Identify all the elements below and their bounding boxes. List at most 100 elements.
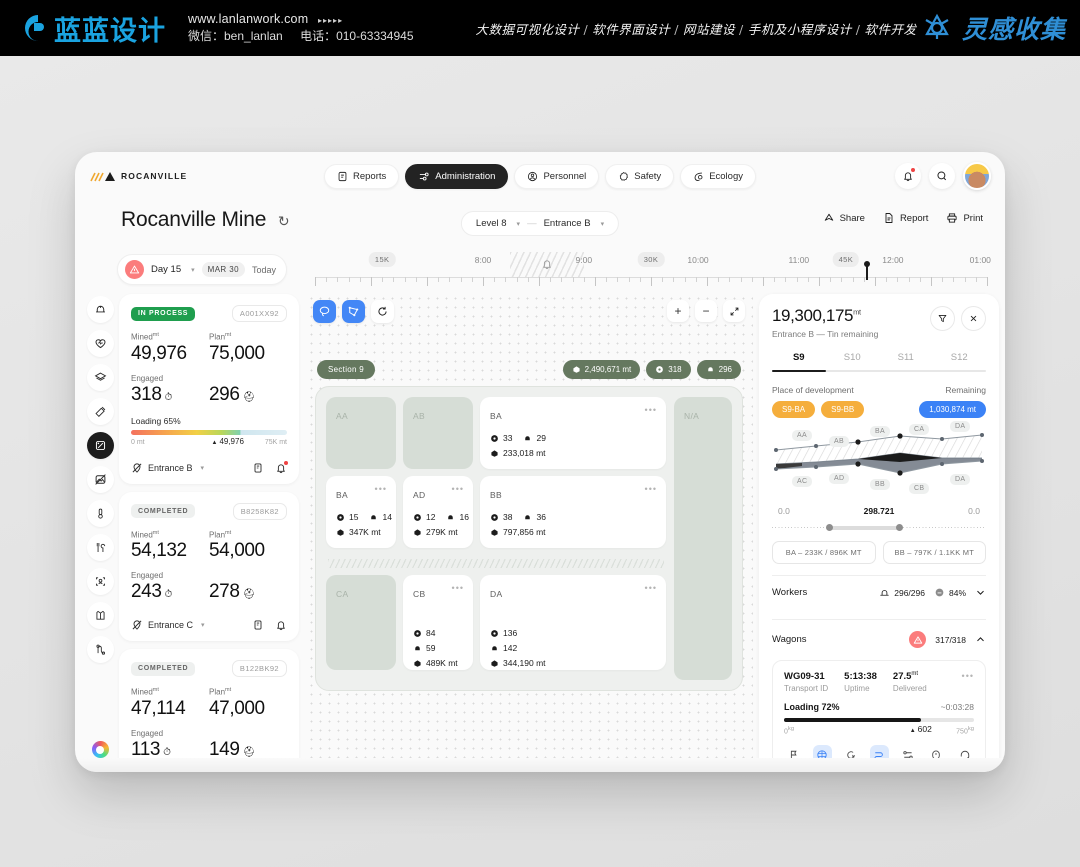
rail-item-terrain[interactable] (86, 466, 114, 493)
grid-cell-empty-2[interactable]: AB (403, 397, 473, 469)
filter-button[interactable] (930, 306, 955, 331)
dev-chip-s9-bb[interactable]: S9-BB (821, 401, 865, 418)
mine-card[interactable]: IN PROCESS A001XX92 Minedmt 49,976 Planm… (119, 294, 299, 484)
rail-item-thermometer[interactable] (86, 500, 114, 527)
day-selector[interactable]: Day 15 ▾ MAR 30 Today (117, 254, 287, 285)
entrance-selector[interactable]: Entrance B ▾ (131, 462, 204, 474)
ruler-tick (695, 277, 697, 282)
wagon-loading-row: Loading 72% ~0:03:28 (784, 702, 974, 712)
range-slider[interactable] (772, 523, 986, 532)
grid-globe-icon[interactable] (812, 745, 832, 765)
grid-cell-data-3[interactable]: AD ••• 12 16 279K mt (403, 476, 473, 548)
app-window: ROCANVILLE Reports Administration Person… (75, 152, 1005, 772)
bell-alert-icon[interactable] (275, 460, 288, 474)
share-button[interactable]: Share (823, 212, 865, 224)
range-button-ba[interactable]: BA – 233K / 896K MT (772, 541, 876, 564)
rotate-tool-button[interactable] (371, 300, 394, 323)
report-label: Report (899, 212, 929, 224)
nodes-icon[interactable] (898, 745, 917, 764)
zoom-out-button[interactable]: − (695, 300, 717, 322)
clock-icon[interactable] (927, 745, 946, 764)
grid-cell-empty-3[interactable]: CA (326, 575, 396, 670)
more-options-icon-4[interactable]: ••• (644, 484, 657, 494)
bell-icon-2[interactable] (275, 619, 287, 631)
flag-icon[interactable] (784, 745, 803, 764)
grid-cell-data-5[interactable]: CB ••• 84 59 489K mt (403, 575, 473, 670)
grid-cell-data-6[interactable]: DA ••• 136 142 344,190 mt (480, 575, 666, 670)
clipboard-icon[interactable] (252, 462, 264, 474)
rail-item-helmet[interactable] (86, 296, 114, 323)
rail-item-vest[interactable] (86, 602, 114, 629)
range-knob-right[interactable] (896, 524, 904, 531)
grid-cell-data-2[interactable]: BA ••• 15 14 347K mt (326, 476, 396, 548)
print-button[interactable]: Print (946, 212, 983, 224)
report-button[interactable]: Report (883, 212, 929, 224)
chevron-up-icon-wagons[interactable] (975, 634, 986, 645)
grid-cell-data-4[interactable]: BB ••• 38 36 797,856 mt (480, 476, 666, 548)
wagons-accordion[interactable]: Wagons 317/318 (772, 620, 986, 658)
timeline-playhead[interactable] (864, 261, 871, 280)
range-button-bb[interactable]: BB – 797K / 1.1KK MT (882, 541, 986, 564)
seam-tag-ca: CA (909, 424, 930, 435)
grid-row: AA AB BA ••• 33 29 233,018 mt (326, 397, 666, 469)
wagon-row[interactable]: WG09-31 Transport ID 5:13:38 Uptime 27.5… (772, 660, 986, 772)
nav-tab-ecology[interactable]: Ecology (680, 163, 756, 189)
rail-color-wheel-icon[interactable] (91, 741, 109, 758)
tab-s12[interactable]: S12 (950, 352, 968, 363)
dev-chip-s9-ba[interactable]: S9-BA (772, 401, 816, 418)
rail-item-drill[interactable] (86, 398, 114, 425)
nav-tab-administration[interactable]: Administration (405, 163, 509, 189)
refresh-icon[interactable]: ↻ (277, 213, 290, 229)
more-options-icon-6[interactable]: ••• (644, 583, 657, 593)
wagon-scale-min-unit: kg (787, 726, 795, 733)
search-button[interactable] (929, 163, 955, 189)
fullscreen-button[interactable] (723, 300, 745, 322)
notifications-button[interactable] (895, 163, 921, 189)
more-options-icon-2[interactable]: ••• (374, 484, 387, 494)
workers-accordion[interactable]: Workers 296/296 84% (772, 576, 986, 608)
nav-tab-personnel[interactable]: Personnel (514, 163, 600, 189)
more-options-icon-5[interactable]: ••• (451, 583, 464, 593)
marker-triangle-icon: ▲ (211, 439, 218, 446)
mine-card-2[interactable]: COMPLETED B8258K82 Minedmt 54,132 Planmt… (119, 491, 299, 642)
tab-s10[interactable]: S10 (843, 352, 861, 363)
entrance-selector-2[interactable]: Entrance C ▾ (131, 619, 205, 631)
plan-metric: Planmt 75,000 (209, 332, 287, 365)
grid-na-column[interactable]: N/A (674, 397, 732, 680)
nav-tab-reports[interactable]: Reports (324, 163, 400, 189)
zoom-in-button[interactable]: + (667, 300, 689, 322)
rail-item-layers[interactable] (86, 364, 114, 391)
lasso-tool-button[interactable] (313, 300, 336, 323)
seam-profile-chart[interactable]: AA AB BA CA DA AC AD BB CB DA (772, 421, 986, 500)
close-button[interactable] (961, 306, 986, 331)
tab-s11[interactable]: S11 (897, 352, 914, 363)
rail-item-health[interactable] (86, 330, 114, 357)
rail-item-scan[interactable] (86, 568, 114, 595)
level-entrance-selector[interactable]: Level 8 ▾ — Entrance B ▾ (460, 211, 620, 236)
avatar[interactable] (963, 162, 991, 190)
more-options-icon-wagon[interactable]: ••• (961, 671, 974, 681)
grid-cell-data[interactable]: BA ••• 33 29 233,018 mt (480, 397, 666, 469)
tab-s9[interactable]: S9 (792, 352, 805, 363)
section-chip[interactable]: Section 9 (317, 360, 376, 379)
polygon-tool-button[interactable] (342, 300, 365, 323)
cursor-icon[interactable] (841, 745, 860, 764)
more-options-icon-3[interactable]: ••• (451, 484, 464, 494)
rail-item-map-edit[interactable] (86, 432, 114, 459)
rail-item-tools[interactable] (86, 534, 114, 561)
grid-cell-empty[interactable]: AA (326, 397, 396, 469)
timeline-ruler[interactable]: 15K 8:00 9:00 30K 10:00 11:00 45K 12:00 … (315, 252, 991, 294)
headset-icon[interactable] (955, 745, 974, 764)
mine-card-3[interactable]: COMPLETED B122BK92 Minedmt 47,114 Planmt… (119, 649, 299, 772)
range-knob-left[interactable] (825, 524, 833, 531)
today-label: Today (251, 264, 276, 275)
route-swap-icon[interactable] (869, 745, 889, 765)
nav-tab-safety[interactable]: Safety (605, 163, 675, 189)
more-options-icon[interactable]: ••• (644, 405, 657, 415)
rail-item-route[interactable] (86, 636, 114, 663)
mine-map-canvas[interactable]: + − Section 9 2,490,671 mt 318 296 (307, 294, 753, 772)
chevron-down-icon-workers[interactable] (975, 587, 986, 598)
seam-value-left: 0.0 (778, 506, 790, 516)
app-logo[interactable]: ROCANVILLE (89, 170, 187, 182)
clipboard-icon-2[interactable] (252, 619, 264, 631)
